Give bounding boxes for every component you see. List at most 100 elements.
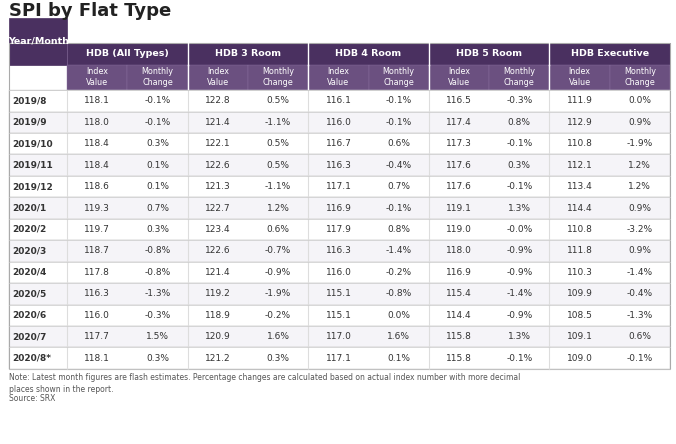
Text: 117.4: 117.4 (446, 118, 472, 127)
Text: 0.1%: 0.1% (387, 354, 410, 363)
Bar (610, 65, 670, 90)
Text: 1.6%: 1.6% (387, 332, 410, 341)
Bar (550, 65, 610, 90)
Bar (9, 262, 670, 283)
Text: 117.9: 117.9 (325, 225, 352, 234)
Text: -3.2%: -3.2% (627, 225, 653, 234)
Text: 116.7: 116.7 (325, 139, 352, 148)
Text: 0.8%: 0.8% (508, 118, 531, 127)
Text: 118.7: 118.7 (84, 246, 110, 255)
Text: 0.9%: 0.9% (629, 118, 652, 127)
Text: 118.9: 118.9 (205, 311, 231, 320)
Text: 116.9: 116.9 (325, 203, 352, 213)
Text: 115.1: 115.1 (325, 289, 352, 298)
Text: 117.0: 117.0 (325, 332, 352, 341)
Text: -0.1%: -0.1% (385, 96, 412, 105)
Text: -0.2%: -0.2% (265, 311, 291, 320)
Text: 117.1: 117.1 (325, 182, 352, 191)
Text: -0.8%: -0.8% (385, 289, 412, 298)
Text: 1.2%: 1.2% (629, 161, 651, 170)
Bar (429, 65, 489, 90)
Text: HDB 4 Room: HDB 4 Room (335, 49, 402, 59)
Text: -1.9%: -1.9% (627, 139, 653, 148)
Text: 115.8: 115.8 (446, 332, 472, 341)
Bar (248, 65, 308, 90)
Text: 0.1%: 0.1% (146, 182, 169, 191)
Text: -0.1%: -0.1% (506, 182, 533, 191)
Text: Monthly
Change: Monthly Change (624, 67, 656, 87)
Text: 0.0%: 0.0% (387, 311, 410, 320)
Bar (9, 197, 670, 219)
Text: 0.5%: 0.5% (266, 139, 289, 148)
Text: 2019/8: 2019/8 (12, 96, 47, 105)
Text: 119.0: 119.0 (446, 225, 472, 234)
Text: HDB (All Types): HDB (All Types) (86, 49, 169, 59)
Text: 2019/9: 2019/9 (12, 118, 47, 127)
Text: -0.4%: -0.4% (627, 289, 653, 298)
Bar (9, 240, 670, 262)
Text: 115.4: 115.4 (446, 289, 472, 298)
Text: 119.1: 119.1 (446, 203, 472, 213)
Text: 1.6%: 1.6% (266, 332, 289, 341)
Text: 122.8: 122.8 (205, 96, 231, 105)
Bar (9, 18, 67, 65)
Text: -0.8%: -0.8% (145, 246, 170, 255)
Bar (9, 90, 670, 111)
Text: -0.0%: -0.0% (506, 225, 533, 234)
Text: 118.4: 118.4 (84, 139, 110, 148)
Bar (188, 65, 248, 90)
Text: 0.3%: 0.3% (146, 139, 169, 148)
Text: Index
Value: Index Value (569, 67, 591, 87)
Text: 0.0%: 0.0% (629, 96, 652, 105)
Text: 119.7: 119.7 (84, 225, 110, 234)
Text: 2020/2: 2020/2 (12, 225, 47, 234)
Text: 109.9: 109.9 (566, 289, 593, 298)
Bar (9, 219, 670, 240)
Text: 122.7: 122.7 (205, 203, 231, 213)
Text: 118.1: 118.1 (84, 96, 110, 105)
Text: 121.3: 121.3 (205, 182, 231, 191)
Text: 110.8: 110.8 (566, 139, 593, 148)
Text: 122.6: 122.6 (205, 246, 231, 255)
Text: Index
Value: Index Value (86, 67, 108, 87)
Text: -0.7%: -0.7% (265, 246, 291, 255)
Text: -0.3%: -0.3% (506, 96, 533, 105)
Text: 1.5%: 1.5% (146, 332, 169, 341)
Text: -0.9%: -0.9% (506, 268, 533, 277)
Text: 121.4: 121.4 (205, 268, 231, 277)
Bar (9, 326, 670, 348)
Text: -1.9%: -1.9% (265, 289, 291, 298)
Text: 2020/6: 2020/6 (12, 311, 47, 320)
Text: 2020/3: 2020/3 (12, 246, 47, 255)
Text: -0.1%: -0.1% (506, 354, 533, 363)
Text: -1.4%: -1.4% (385, 246, 412, 255)
Text: -0.1%: -0.1% (627, 354, 653, 363)
Text: -0.9%: -0.9% (265, 268, 291, 277)
Text: 123.4: 123.4 (205, 225, 231, 234)
Text: Note: Latest month figures are flash estimates. Percentage changes are calculate: Note: Latest month figures are flash est… (9, 373, 521, 394)
Text: -1.3%: -1.3% (145, 289, 170, 298)
Text: 0.9%: 0.9% (629, 203, 652, 213)
Text: 122.1: 122.1 (205, 139, 231, 148)
Text: 119.3: 119.3 (84, 203, 110, 213)
Text: SPI by Flat Type: SPI by Flat Type (9, 2, 172, 20)
Bar (127, 65, 188, 90)
Text: 116.1: 116.1 (325, 96, 352, 105)
Text: 117.1: 117.1 (325, 354, 352, 363)
Text: 116.0: 116.0 (325, 118, 352, 127)
Text: Index
Value: Index Value (448, 67, 470, 87)
Text: HDB 5 Room: HDB 5 Room (456, 49, 522, 59)
Text: 117.6: 117.6 (446, 161, 472, 170)
Text: 2020/7: 2020/7 (12, 332, 47, 341)
Text: 117.8: 117.8 (84, 268, 110, 277)
Text: 1.3%: 1.3% (508, 203, 531, 213)
Text: 0.7%: 0.7% (387, 182, 410, 191)
Text: 118.0: 118.0 (84, 118, 110, 127)
Text: HDB Executive: HDB Executive (571, 49, 649, 59)
Text: 115.1: 115.1 (325, 311, 352, 320)
Text: Index
Value: Index Value (207, 67, 229, 87)
Text: 0.3%: 0.3% (146, 225, 169, 234)
Text: 112.9: 112.9 (566, 118, 592, 127)
Bar (489, 65, 550, 90)
Bar (9, 283, 670, 305)
